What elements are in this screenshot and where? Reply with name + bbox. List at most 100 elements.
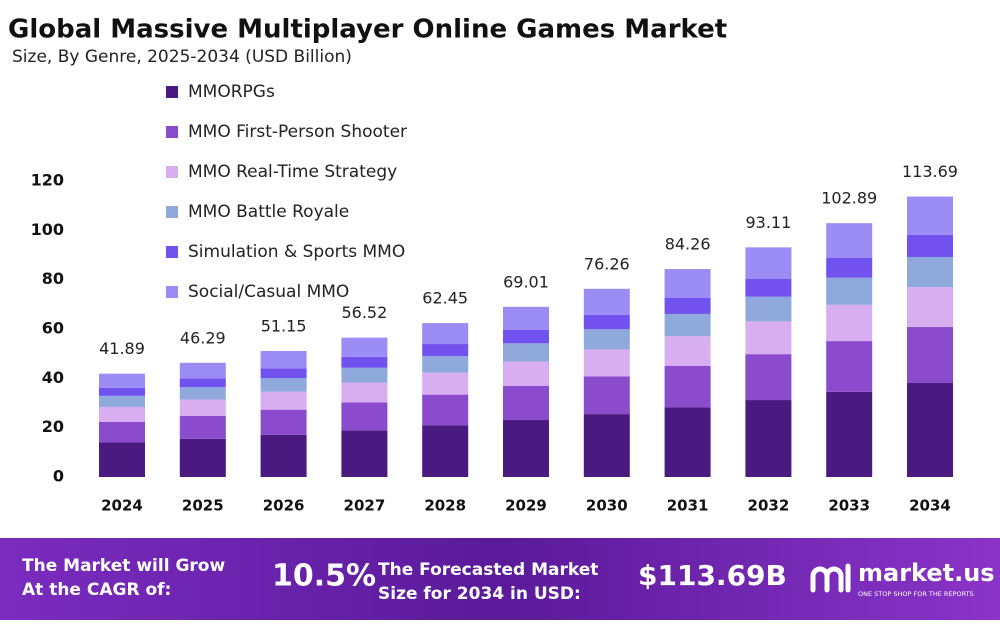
bar-segment	[826, 277, 873, 305]
bar-segment	[745, 321, 792, 355]
legend-label: Social/Casual MMO	[188, 282, 349, 302]
bar-segment	[341, 430, 388, 477]
bar-segment	[745, 354, 792, 401]
bar-segment	[826, 341, 873, 392]
x-tick-label: 2030	[586, 497, 628, 515]
legend-swatch	[166, 166, 178, 178]
y-tick-label: 80	[42, 269, 64, 288]
bar-segment	[664, 365, 711, 408]
footer-text: Size for 2034 in USD:	[378, 584, 581, 604]
bar-segment	[583, 329, 630, 350]
bar-segment	[179, 387, 226, 400]
total-label: 93.11	[745, 213, 791, 232]
bar-segment	[583, 376, 630, 415]
bar-segment	[907, 383, 953, 477]
x-tick-label: 2033	[828, 497, 870, 515]
bar-segment	[422, 344, 469, 357]
bar-segment	[583, 414, 630, 477]
x-tick-label: 2026	[263, 497, 305, 515]
bar-segment	[422, 356, 469, 373]
bar-segment	[907, 256, 953, 288]
bar-segment	[99, 406, 145, 422]
x-tick-label: 2034	[909, 497, 951, 515]
bar-segment	[664, 269, 711, 298]
legend-label: MMO Real-Time Strategy	[188, 162, 397, 182]
legend-swatch	[166, 126, 178, 138]
legend-label: MMORPGs	[188, 82, 275, 102]
bar-segment	[503, 385, 549, 421]
y-tick-label: 120	[31, 171, 64, 190]
bar-segment	[503, 420, 549, 477]
bar-segment	[583, 314, 630, 330]
total-label: 102.89	[821, 189, 877, 208]
legend-swatch	[166, 86, 178, 98]
bar-segment	[664, 407, 711, 477]
bar-segment	[260, 391, 307, 410]
bar-segment	[99, 442, 145, 477]
bar-segment	[99, 387, 145, 396]
bar-segment	[664, 297, 711, 314]
bar-segment	[503, 361, 549, 386]
bar-segment	[745, 400, 792, 477]
bar-segment	[179, 399, 226, 416]
footer-text: The Forecasted Market	[378, 560, 598, 580]
bar-segment	[179, 415, 226, 439]
cagr-value: 10.5%	[272, 559, 376, 594]
brand-logo	[810, 563, 851, 593]
bar-segment	[422, 372, 469, 395]
bar-segment	[260, 434, 307, 477]
bar-segment	[179, 362, 226, 379]
legend-label: Simulation & Sports MMO	[188, 242, 405, 262]
bar-segment	[341, 402, 388, 431]
bar-segment	[341, 337, 388, 357]
bar-segment	[503, 306, 549, 330]
total-label: 56.52	[341, 303, 387, 322]
bar-segment	[664, 313, 711, 337]
legend-label: MMO First-Person Shooter	[188, 122, 407, 142]
legend-swatch	[166, 206, 178, 218]
x-tick-label: 2032	[748, 497, 790, 515]
bar-segment	[260, 409, 307, 435]
footer-text: The Market will Grow	[22, 556, 225, 576]
bar-segment	[826, 223, 873, 258]
bar-segment	[907, 287, 953, 328]
legend-swatch	[166, 246, 178, 258]
total-label: 69.01	[503, 272, 549, 291]
bar-segment	[907, 327, 953, 384]
bar-segment	[826, 257, 873, 278]
bar-segment	[745, 278, 792, 297]
bar-segment	[664, 336, 711, 366]
bar-segment	[260, 378, 307, 392]
y-tick-label: 40	[42, 368, 64, 387]
total-label: 84.26	[665, 235, 711, 254]
bar-segment	[907, 196, 953, 236]
total-label: 41.89	[99, 339, 145, 358]
brand-name: market.us	[858, 559, 995, 587]
total-label: 51.15	[261, 316, 307, 335]
bar-segment	[745, 247, 792, 279]
total-label: 76.26	[584, 254, 630, 273]
bar-segment	[179, 438, 226, 477]
bar-segment	[422, 323, 469, 345]
x-tick-label: 2029	[505, 497, 547, 515]
total-label: 113.69	[902, 162, 958, 181]
bar-segment	[907, 235, 953, 257]
x-tick-label: 2024	[101, 497, 143, 515]
x-tick-label: 2031	[667, 497, 709, 515]
total-label: 46.29	[180, 328, 226, 347]
legend-swatch	[166, 286, 178, 298]
bar-segment	[260, 368, 307, 379]
bar-segment	[341, 356, 388, 368]
bar-segment	[99, 421, 145, 443]
bar-segment	[503, 329, 549, 344]
bar-segment	[826, 304, 873, 342]
bar-segment	[99, 373, 145, 388]
bar-segment	[422, 425, 469, 477]
x-tick-label: 2027	[344, 497, 386, 515]
legend-label: MMO Battle Royale	[188, 202, 349, 222]
bar-segment	[341, 382, 388, 403]
footer-banner	[0, 538, 1000, 620]
x-tick-label: 2025	[182, 497, 224, 515]
bar-segment	[583, 349, 630, 377]
